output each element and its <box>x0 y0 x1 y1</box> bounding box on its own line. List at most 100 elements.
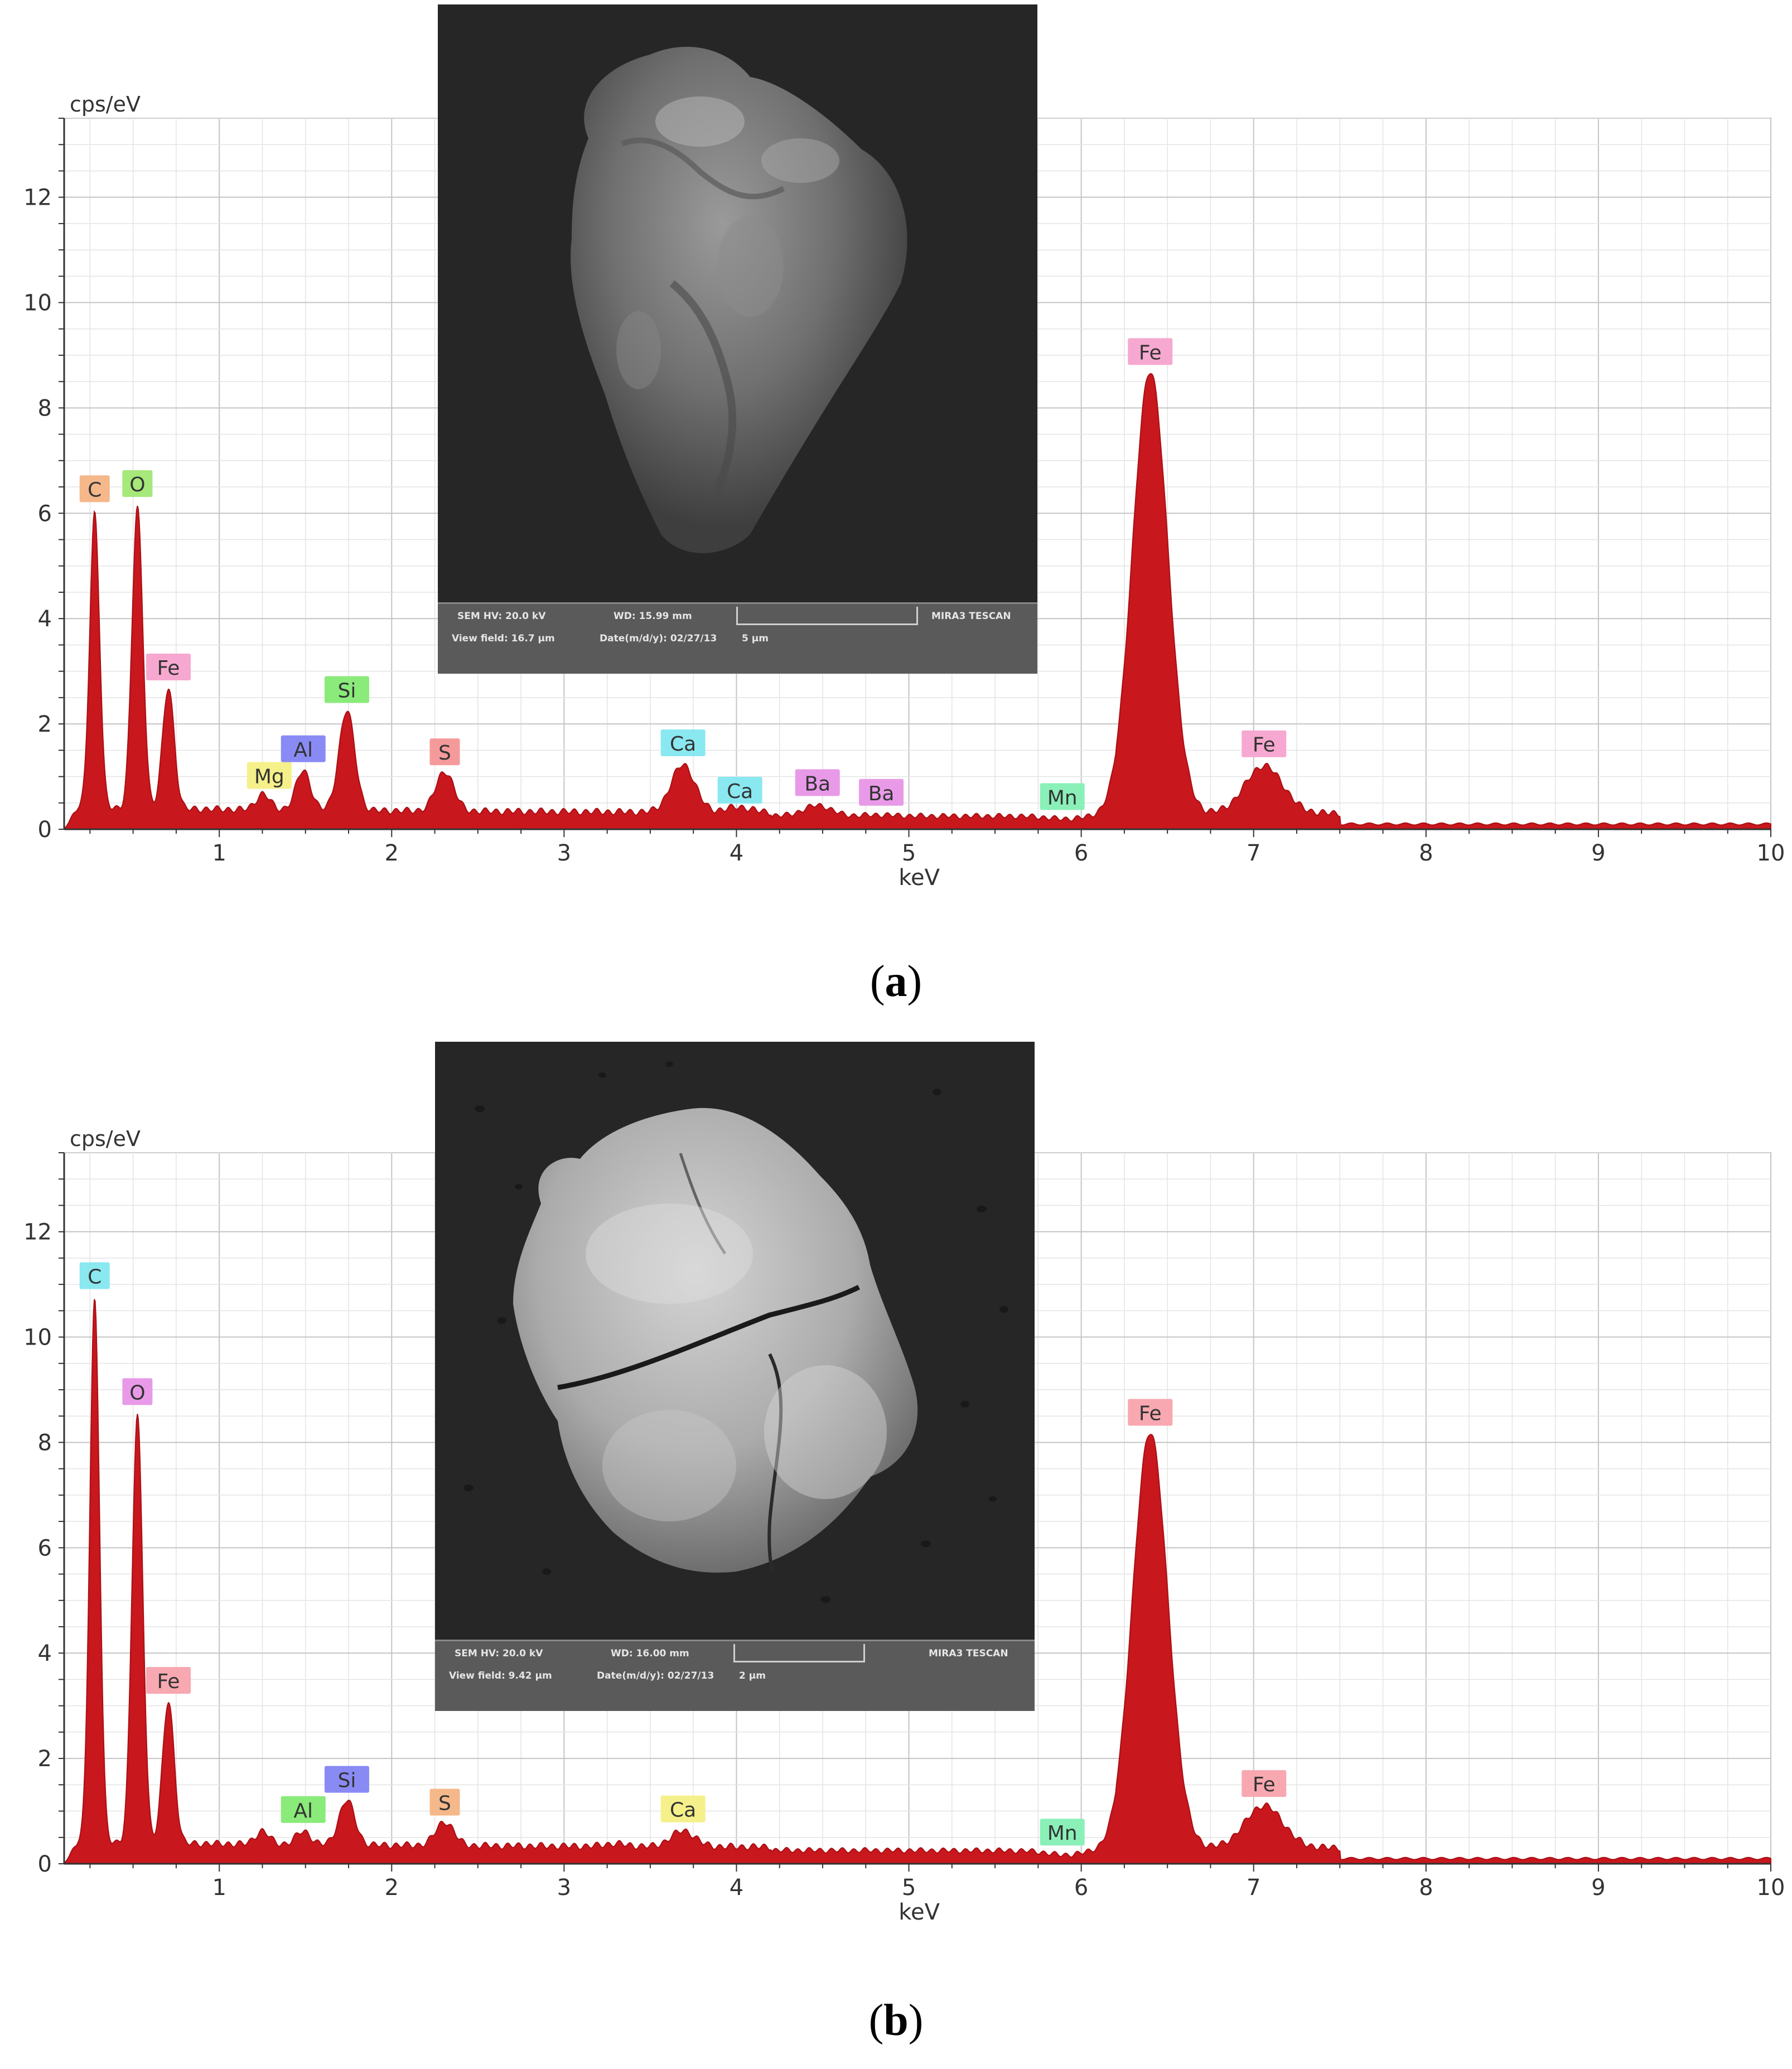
x-tick-label: 1 <box>212 840 226 866</box>
y-tick-label: 12 <box>23 185 52 211</box>
x-tick-label: 5 <box>902 1875 916 1901</box>
y-tick-label: 8 <box>38 1430 52 1456</box>
x-tick-label: 4 <box>730 840 743 866</box>
peak-label-text: Ba <box>804 772 830 795</box>
peak-label-text: Fe <box>1139 1403 1162 1425</box>
x-tick-label: 7 <box>1247 840 1260 866</box>
sem-hv-text: SEM HV: 20.0 kV <box>457 611 546 622</box>
peak-label-al: Al <box>281 1796 326 1823</box>
x-tick-label: 2 <box>385 840 399 866</box>
peak-label-al: Al <box>281 735 326 762</box>
peak-label-s: S <box>429 738 460 766</box>
peak-label-box <box>1040 783 1085 810</box>
peak-label-box <box>247 762 292 789</box>
peak-label-text: Fe <box>1139 341 1162 364</box>
x-axis-label: keV <box>899 865 940 891</box>
peak-label-text: Ba <box>868 782 895 805</box>
peak-label-box <box>324 1766 369 1793</box>
scale-bar <box>736 607 918 625</box>
peak-label-text: Si <box>337 680 356 703</box>
peak-label-box <box>122 1378 153 1405</box>
peak-label-mn: Mn <box>1040 1819 1085 1846</box>
peak-label-box <box>79 475 110 502</box>
peak-label-box <box>1242 730 1287 757</box>
x-tick-label: 6 <box>1074 1875 1088 1901</box>
x-tick-label: 10 <box>1757 840 1785 866</box>
peak-label-si: Si <box>324 676 369 703</box>
peak-label-mg: Mg <box>247 762 292 789</box>
caption-b: (b) <box>868 1996 924 2045</box>
peak-label-fe: Fe <box>1128 338 1173 365</box>
peak-label-box <box>79 1262 110 1289</box>
peak-label-text: Al <box>293 1800 313 1823</box>
peak-label-text: Si <box>337 1770 356 1792</box>
y-tick-label: 0 <box>38 817 52 843</box>
peak-label-text: Mg <box>254 766 284 789</box>
spectrum-series <box>63 373 1771 830</box>
view-field-text: View field: 16.7 µm <box>452 633 555 644</box>
sem-particle-image-b <box>463 1061 1008 1603</box>
peak-label-box <box>859 779 904 806</box>
y-axis-label: cps/eV <box>70 92 141 117</box>
x-tick-label: 2 <box>385 1875 399 1901</box>
x-tick-label: 9 <box>1591 840 1605 866</box>
peak-label-fe: Fe <box>1242 730 1287 757</box>
peak-label-text: Mn <box>1047 786 1078 809</box>
peak-label-fe: Fe <box>146 1667 191 1694</box>
peak-label-fe: Fe <box>1128 1399 1173 1426</box>
maker-text: MIRA3 TESCAN <box>931 611 1011 622</box>
peak-label-fe: Fe <box>1242 1770 1287 1797</box>
peak-label-text: Fe <box>157 1670 180 1693</box>
peak-label-text: S <box>438 1792 451 1815</box>
y-tick-label: 6 <box>38 501 52 526</box>
scale-text: 2 µm <box>739 1670 766 1681</box>
scale-bar <box>733 1644 865 1662</box>
x-tick-label: 7 <box>1247 1875 1260 1901</box>
y-tick-label: 6 <box>38 1535 52 1561</box>
peak-label-o: O <box>122 470 153 497</box>
peak-label-o: O <box>122 1378 153 1405</box>
peak-label-box <box>324 676 369 703</box>
peak-label-fe: Fe <box>146 653 191 680</box>
peak-label-box <box>660 1795 706 1823</box>
sem-info-bar-a: SEM HV: 20.0 kV WD: 15.99 mm MIRA3 TESCA… <box>438 602 1037 674</box>
peak-label-ca: Ca <box>717 777 762 804</box>
peak-label-si: Si <box>324 1766 369 1793</box>
y-tick-label: 10 <box>23 1325 52 1351</box>
x-tick-label: 3 <box>557 1875 571 1901</box>
peak-label-box <box>429 738 460 766</box>
date-text: Date(m/d/y): 02/27/13 <box>600 633 717 644</box>
peak-label-text: Fe <box>1253 1773 1276 1796</box>
x-tick-label: 5 <box>902 840 916 866</box>
sem-particle-image-a <box>571 46 907 553</box>
peak-label-text: Fe <box>157 657 180 680</box>
sem-info-bar-b: SEM HV: 20.0 kV WD: 16.00 mm MIRA3 TESCA… <box>435 1640 1035 1711</box>
y-tick-label: 10 <box>23 291 52 316</box>
x-tick-label: 8 <box>1419 840 1433 866</box>
peak-label-box <box>717 777 762 804</box>
peak-label-text: Ca <box>670 1799 696 1822</box>
peak-label-text: Ca <box>727 780 753 803</box>
x-tick-label: 10 <box>1757 1875 1785 1901</box>
wd-text: WD: 15.99 mm <box>614 611 692 622</box>
sem-hv-text: SEM HV: 20.0 kV <box>455 1648 543 1659</box>
peak-label-text: Al <box>293 739 313 762</box>
y-tick-label: 8 <box>38 395 52 421</box>
y-tick-label: 0 <box>38 1852 52 1877</box>
y-axis-label: cps/eV <box>70 1127 141 1151</box>
peak-label-box <box>281 1796 326 1823</box>
wd-text: WD: 16.00 mm <box>611 1648 689 1659</box>
x-tick-label: 6 <box>1074 840 1088 866</box>
particle-b <box>513 1108 918 1573</box>
peak-label-box <box>281 735 326 762</box>
peak-label-text: C <box>88 478 102 501</box>
scale-text: 5 µm <box>742 633 769 644</box>
peak-label-c: C <box>79 475 110 502</box>
peak-label-box <box>1128 338 1173 365</box>
peak-label-text: Fe <box>1253 734 1276 757</box>
x-tick-label: 8 <box>1419 1875 1433 1901</box>
peak-label-mn: Mn <box>1040 783 1085 810</box>
peak-label-ca: Ca <box>660 1795 706 1823</box>
maker-text: MIRA3 TESCAN <box>929 1648 1008 1659</box>
